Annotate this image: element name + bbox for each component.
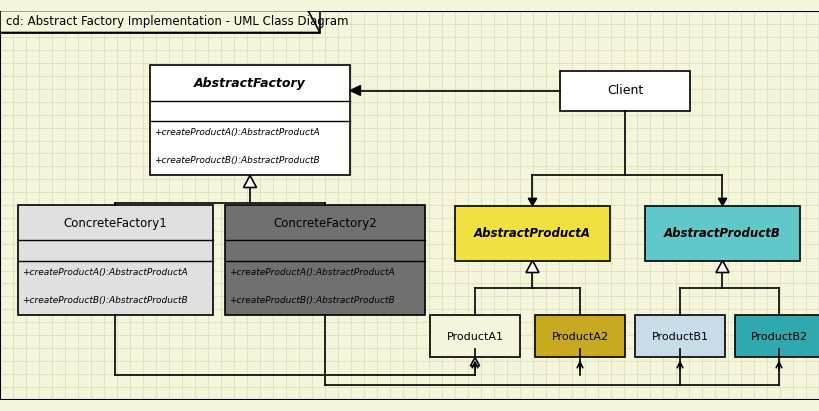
- Text: cd: Abstract Factory Implementation - UML Class Diagram: cd: Abstract Factory Implementation - UM…: [6, 15, 348, 28]
- Text: ConcreteFactory1: ConcreteFactory1: [64, 217, 167, 229]
- Bar: [634, 316, 724, 358]
- Bar: [150, 65, 350, 175]
- Text: +createProductA():AbstractProductA: +createProductA():AbstractProductA: [229, 268, 394, 277]
- Text: Client: Client: [606, 84, 642, 97]
- Bar: [18, 206, 213, 316]
- Text: +createProductB():AbstractProductB: +createProductB():AbstractProductB: [229, 296, 394, 305]
- Text: ProductA1: ProductA1: [446, 332, 503, 342]
- Polygon shape: [470, 358, 479, 366]
- Bar: [429, 316, 519, 358]
- Polygon shape: [527, 198, 536, 206]
- Bar: [455, 206, 609, 261]
- Text: +createProductB():AbstractProductB: +createProductB():AbstractProductB: [22, 296, 188, 305]
- Text: ProductB2: ProductB2: [749, 332, 807, 342]
- Bar: [534, 316, 624, 358]
- Polygon shape: [715, 261, 728, 272]
- Bar: [559, 71, 689, 111]
- Text: AbstractProductB: AbstractProductB: [663, 226, 780, 240]
- Bar: [0, 11, 319, 32]
- Text: +createProductA():AbstractProductA: +createProductA():AbstractProductA: [154, 128, 319, 137]
- Text: +createProductB():AbstractProductB: +createProductB():AbstractProductB: [154, 156, 319, 165]
- Polygon shape: [350, 85, 360, 95]
- Polygon shape: [0, 11, 319, 32]
- Bar: [224, 206, 424, 316]
- Text: AbstractFactory: AbstractFactory: [194, 76, 305, 90]
- Text: ConcreteFactory2: ConcreteFactory2: [273, 217, 377, 229]
- Bar: [645, 206, 799, 261]
- Text: AbstractProductA: AbstractProductA: [473, 226, 590, 240]
- Bar: [734, 316, 819, 358]
- Text: ProductA2: ProductA2: [550, 332, 608, 342]
- Text: +createProductA():AbstractProductA: +createProductA():AbstractProductA: [22, 268, 188, 277]
- Polygon shape: [243, 175, 256, 187]
- Text: ProductB1: ProductB1: [651, 332, 708, 342]
- Polygon shape: [525, 261, 538, 272]
- Polygon shape: [717, 198, 726, 206]
